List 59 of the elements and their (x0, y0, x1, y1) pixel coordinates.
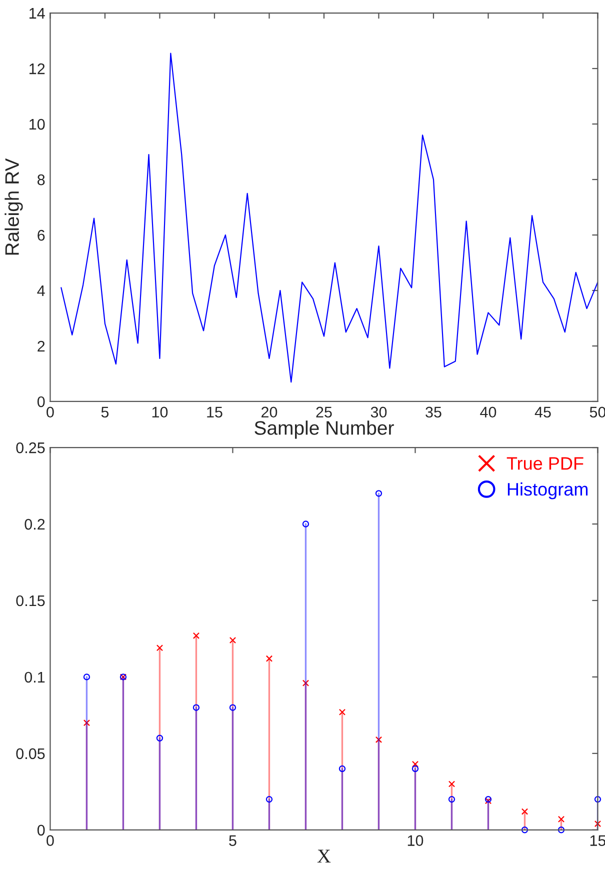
y-tick-label: 10 (30, 118, 45, 130)
y-tick-label: 0.2 (24, 518, 45, 530)
y-tick-label: 14 (30, 8, 45, 19)
point (448, 796, 456, 803)
x-tick-label: 0 (46, 406, 54, 418)
point (412, 760, 419, 768)
x-tick-label: 5 (101, 406, 109, 418)
legend-label: True PDF (506, 457, 584, 470)
x-axis-title: X (317, 850, 331, 862)
x-tick-label: 10 (152, 406, 168, 418)
y-tick-label: 2 (38, 340, 45, 352)
x-tick-label: 30 (370, 406, 387, 418)
x-tick-label: 25 (316, 406, 332, 418)
point (192, 632, 200, 639)
point (266, 655, 273, 662)
point (521, 808, 528, 815)
x-tick-label: 20 (262, 406, 278, 418)
y-tick-label: 4 (37, 286, 45, 296)
point (156, 734, 164, 742)
x-axis-title: Sample Number (254, 420, 394, 439)
line-series (60, 52, 598, 383)
point (83, 674, 90, 680)
point (83, 720, 90, 726)
y-tick-label: 0.15 (16, 595, 45, 606)
point (594, 820, 602, 828)
x-tick-label: 15 (207, 406, 222, 418)
x-tick-label: 45 (534, 406, 551, 418)
y-tick-label: 0 (37, 824, 45, 836)
y-tick-label: 6 (38, 230, 45, 241)
point (448, 780, 456, 788)
point (338, 708, 346, 716)
point (192, 704, 200, 711)
point (521, 826, 528, 834)
x-tick-label: 5 (229, 835, 236, 846)
point (302, 680, 310, 686)
point (375, 736, 382, 743)
point (302, 520, 310, 528)
point (594, 796, 602, 803)
y-tick-label: 0.1 (24, 672, 45, 683)
y-tick-label: 0.25 (16, 442, 45, 454)
legend-label: Histogram (508, 482, 588, 500)
point (229, 636, 236, 644)
point (375, 490, 382, 497)
point (338, 765, 346, 772)
x-tick-label: 35 (426, 406, 442, 418)
y-tick-label: 8 (38, 174, 45, 186)
point (558, 826, 565, 834)
y-axis-title: Raleigh RV (4, 158, 23, 255)
point (156, 644, 164, 652)
x-tick-label: 40 (480, 406, 496, 418)
point (229, 704, 236, 711)
x-tick-label: 0 (46, 835, 54, 846)
x-tick-label: 10 (408, 835, 424, 846)
point (558, 816, 565, 823)
y-tick-label: 12 (30, 63, 45, 74)
y-tick-label: 0.05 (16, 748, 45, 760)
point (266, 796, 273, 803)
y-tick-label: 0 (37, 396, 45, 408)
point (412, 765, 419, 772)
